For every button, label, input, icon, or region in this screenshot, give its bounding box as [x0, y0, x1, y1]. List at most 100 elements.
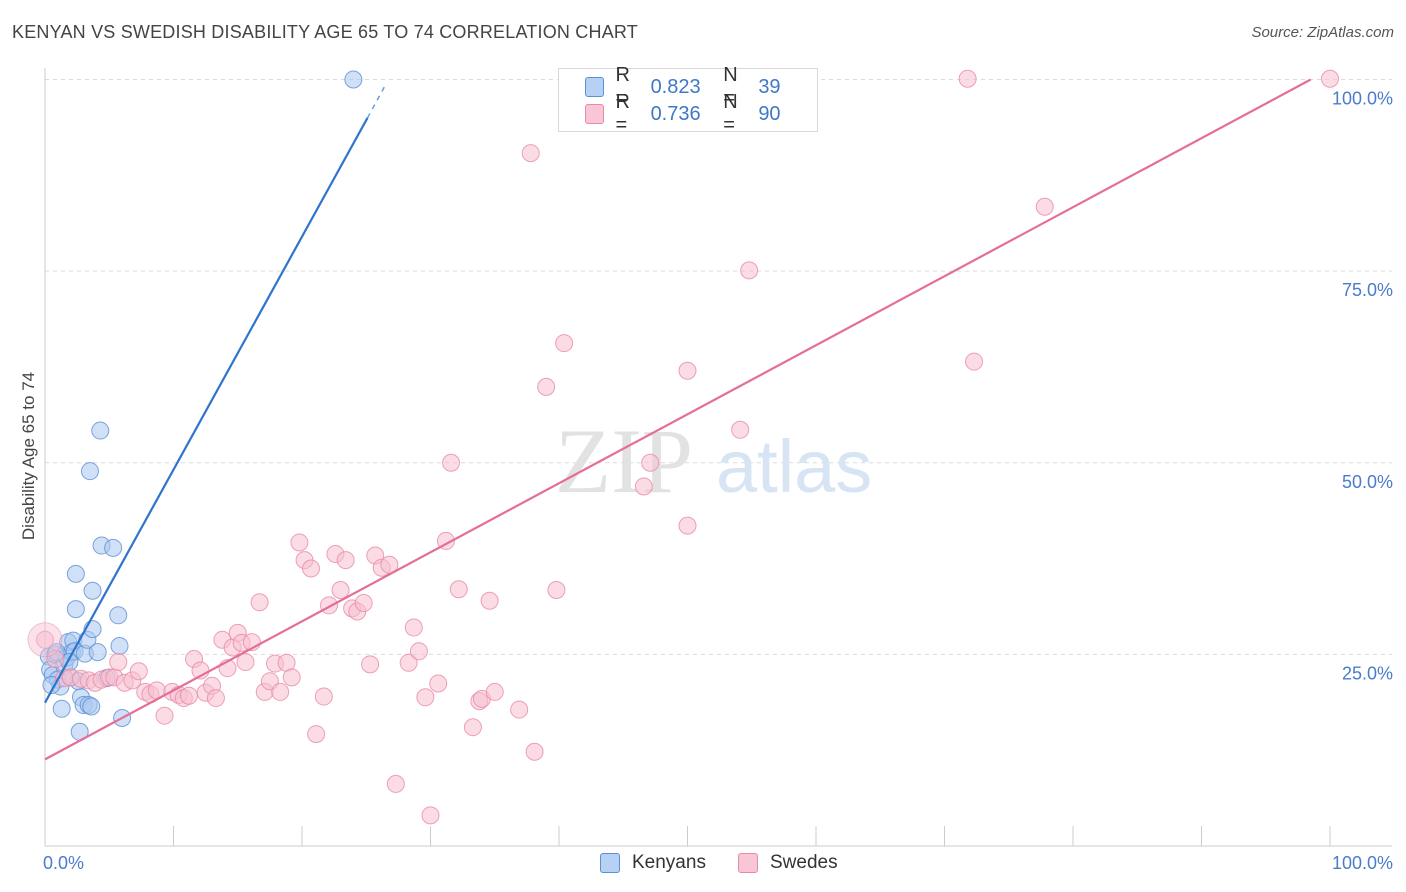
swede-point	[421, 806, 440, 825]
swede-point-large	[27, 622, 63, 658]
swede-point	[336, 551, 355, 570]
swede-point	[179, 686, 198, 705]
swede-point	[731, 420, 750, 439]
y-tick-label: 100.0%	[1332, 89, 1393, 109]
swede-point	[36, 630, 54, 649]
y-tick-label: 25.0%	[1342, 663, 1393, 683]
swede-point	[399, 653, 418, 672]
swede-point	[958, 69, 977, 88]
swede-point	[409, 642, 428, 661]
gridlines	[45, 79, 1392, 655]
swede-point	[282, 668, 301, 687]
swede-point	[290, 533, 309, 552]
swede-point	[404, 618, 423, 637]
kenyans-series	[39, 70, 363, 741]
r-label: R =	[615, 64, 630, 109]
swede-point	[416, 688, 435, 707]
kenyans-trendline	[44, 117, 369, 704]
swede-point	[361, 655, 380, 674]
kenyans-swatch	[600, 853, 620, 873]
swede-point	[429, 674, 448, 693]
legend: R = 0.823 N = 39 R = 0.736 N = 90	[558, 64, 818, 136]
swede-point	[521, 144, 540, 163]
swede-point	[331, 580, 350, 599]
kenyan-point	[109, 606, 128, 625]
chart-title: KENYAN VS SWEDISH DISABILITY AGE 65 TO 7…	[12, 22, 638, 42]
r-value: 0.736	[650, 102, 701, 125]
swede-point	[740, 261, 759, 280]
x-tick-label: 0.0%	[43, 853, 84, 873]
y-tick-label: 75.0%	[1342, 280, 1393, 300]
swede-point	[155, 706, 174, 725]
swedes-swatch	[738, 853, 758, 873]
legend-row-kenyans: R = 0.823 N = 39	[585, 64, 817, 109]
swedes-trendline	[44, 78, 1312, 761]
swede-point	[641, 453, 660, 472]
source-label: Source: ZipAtlas.com	[1251, 24, 1394, 41]
swede-point	[236, 653, 255, 672]
kenyan-point	[104, 538, 123, 557]
kenyans-swatch	[585, 77, 604, 97]
swede-point	[1321, 69, 1339, 88]
swede-point	[525, 742, 544, 761]
swedes-series	[27, 69, 1339, 825]
swede-point	[480, 591, 499, 610]
swede-point	[250, 593, 269, 612]
swede-point	[965, 352, 984, 371]
swede-point	[386, 774, 405, 793]
swede-point	[510, 700, 529, 719]
swede-point	[537, 377, 556, 396]
n-value: 39	[758, 75, 781, 98]
swede-point	[1035, 197, 1054, 216]
y-tick-label: 50.0%	[1342, 472, 1393, 492]
kenyan-point	[52, 699, 71, 718]
x-tick-label: 100.0%	[1332, 853, 1393, 873]
tick-labels: 25.0% 50.0% 75.0% 100.0% 0.0% 100.0%	[43, 89, 1393, 874]
swede-point	[442, 453, 461, 472]
bottom-legend-swedes: Swedes	[738, 852, 838, 874]
kenyan-point	[88, 643, 107, 662]
kenyans-label: Kenyans	[632, 852, 706, 873]
swede-point	[109, 653, 128, 672]
swede-point	[307, 725, 326, 744]
kenyan-point	[91, 421, 110, 440]
swede-point	[547, 580, 566, 599]
swede-point	[555, 334, 574, 353]
kenyan-point	[110, 636, 129, 655]
r-value: 0.823	[650, 75, 701, 98]
swede-point	[271, 682, 290, 701]
trendlines	[44, 78, 1312, 761]
kenyan-point	[82, 697, 101, 716]
n-label: N =	[723, 64, 738, 109]
swede-point	[449, 580, 468, 599]
swede-point	[206, 689, 225, 708]
swede-point	[46, 649, 65, 668]
kenyan-point	[83, 581, 102, 600]
swede-point	[678, 361, 697, 380]
r-label: R =	[615, 91, 630, 136]
swede-point	[678, 516, 697, 535]
kenyan-point	[66, 564, 85, 583]
swede-point	[463, 718, 482, 737]
kenyans-trendline-extension	[366, 86, 385, 119]
n-value: 90	[758, 102, 781, 125]
swede-point	[314, 687, 333, 706]
kenyan-point	[80, 462, 99, 481]
y-axis-label: Disability Age 65 to 74	[19, 372, 38, 540]
kenyan-point	[66, 600, 85, 619]
swede-point	[634, 477, 653, 496]
watermark-zip: ZIP	[555, 410, 693, 512]
kenyan-point	[344, 70, 363, 89]
n-label: N =	[723, 91, 738, 136]
swedes-label: Swedes	[770, 852, 838, 873]
legend-row-swedes: R = 0.736 N = 90	[585, 91, 817, 136]
axes	[44, 68, 1392, 847]
swede-point	[301, 559, 320, 578]
swedes-swatch	[585, 104, 604, 124]
swede-point	[354, 594, 373, 613]
bottom-legend-kenyans: Kenyans	[600, 852, 706, 874]
swede-point	[129, 662, 148, 681]
watermark-atlas: atlas	[716, 425, 872, 508]
swede-point	[485, 682, 504, 701]
